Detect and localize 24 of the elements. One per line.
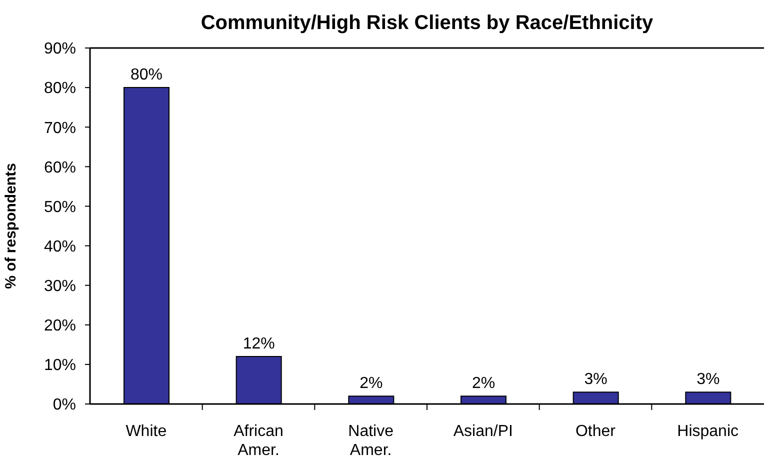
y-tick-label: 50% — [44, 198, 76, 216]
y-tick-label: 80% — [44, 80, 76, 98]
y-tick-label: 70% — [44, 120, 76, 137]
y-tick-label: 0% — [52, 396, 76, 414]
y-tick-label: 40% — [44, 238, 76, 256]
x-tick-label: Hispanic — [677, 423, 739, 440]
data-label: 80% — [130, 66, 163, 84]
data-label: 2% — [360, 375, 383, 392]
y-tick-label: 30% — [44, 278, 76, 296]
chart-title: Community/High Risk Clients by Race/Ethnicity — [200, 12, 654, 35]
x-tick-label: Asian/PI — [453, 423, 513, 440]
y-tick-label: 90% — [44, 40, 76, 58]
data-label: 3% — [584, 371, 608, 388]
y-tick-label: 10% — [44, 357, 76, 374]
data-label: 3% — [696, 371, 720, 388]
x-tick-label: Other — [575, 423, 616, 440]
x-tick-label: African Amer. — [234, 423, 284, 459]
data-label: 2% — [472, 375, 496, 392]
x-tick-label: White — [126, 423, 167, 440]
data-label: 12% — [242, 336, 275, 353]
y-tick-label: 20% — [44, 318, 76, 335]
y-axis-title: % of respondents — [2, 163, 20, 289]
x-tick-label: Native Amer. — [348, 423, 394, 459]
y-tick-label: 60% — [44, 159, 76, 176]
